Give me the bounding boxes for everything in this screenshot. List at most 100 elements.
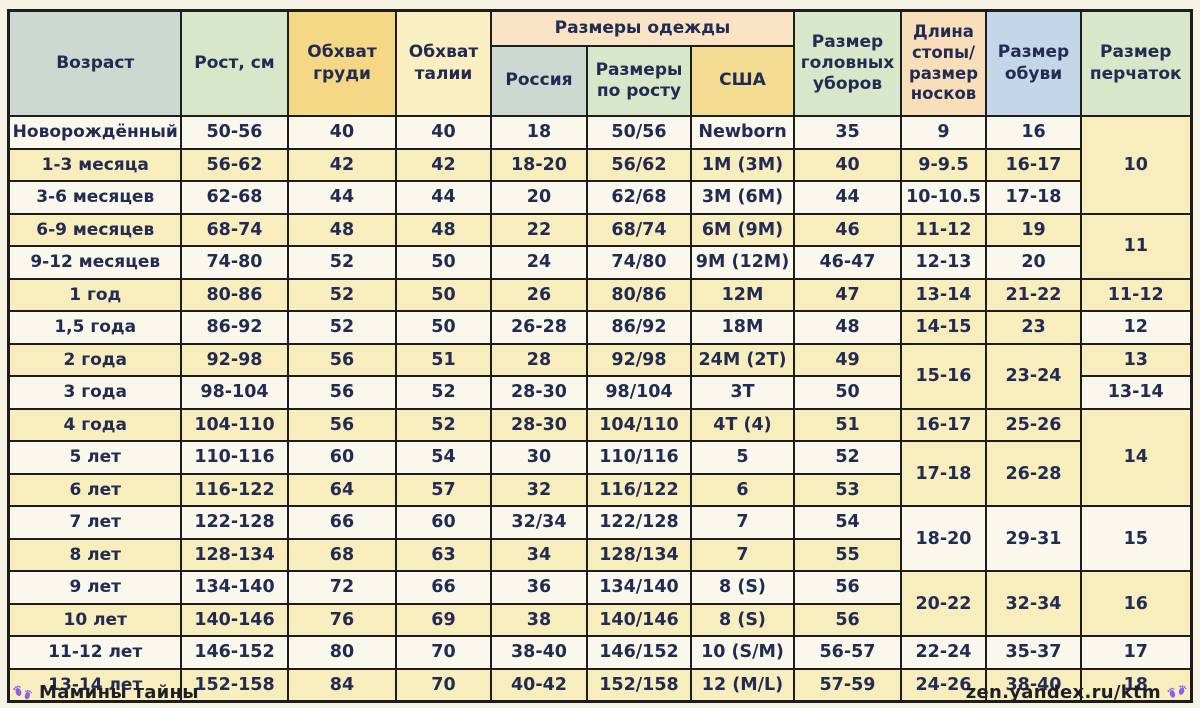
cell-age: 10 лет (7, 602, 182, 637)
cell-chest: 52 (286, 245, 397, 280)
cell-size-by-height: 74/80 (585, 245, 692, 280)
cell-foot: 17-18 (900, 440, 987, 507)
cell-size-by-height: 122/128 (585, 505, 692, 540)
cell-size-russia: 36 (489, 570, 588, 605)
cell-age: 6-9 месяцев (7, 212, 182, 247)
cell-hat: 35 (793, 115, 902, 150)
site-url-label: zen.yandex.ru/ktm (965, 681, 1161, 703)
cell-age: 9 лет (7, 570, 182, 605)
cell-shoe: 17-18 (985, 180, 1082, 215)
cell-size-usa: 4T (4) (689, 407, 796, 442)
cell-size-russia: 32/34 (489, 505, 588, 540)
cell-size-russia: 30 (489, 440, 588, 475)
cell-height: 104-110 (179, 407, 289, 442)
cell-size-by-height: 50/56 (585, 115, 692, 150)
table-row: 1 год 80-86 52 50 26 80/86 12M 47 13-14 … (7, 277, 1192, 312)
cell-age: Новорождённый (7, 115, 182, 150)
cell-chest: 56 (286, 407, 397, 442)
cell-age: 2 года (7, 342, 182, 377)
cell-size-by-height: 146/152 (585, 635, 692, 670)
cell-shoe: 35-37 (985, 635, 1082, 670)
cell-size-by-height: 56/62 (585, 147, 692, 182)
cell-size-usa: 1M (3M) (689, 147, 796, 182)
cell-size-russia: 34 (489, 537, 588, 572)
cell-waist: 60 (394, 505, 492, 540)
cell-shoe: 19 (985, 212, 1082, 247)
table-header: Возраст Рост, см Обхват груди Обхват тал… (7, 9, 1192, 117)
cell-glove: 15 (1080, 505, 1192, 572)
cell-age: 6 лет (7, 472, 182, 507)
cell-size-by-height: 80/86 (585, 277, 692, 312)
cell-glove: 11-12 (1080, 277, 1192, 312)
header-chest: Обхват груди (286, 9, 397, 117)
cell-size-russia: 28 (489, 342, 588, 377)
cell-glove: 13-14 (1080, 375, 1192, 410)
cell-size-russia: 38 (489, 602, 588, 637)
cell-foot: 20-22 (900, 570, 987, 637)
cell-shoe: 16-17 (985, 147, 1082, 182)
header-height: Рост, см (179, 9, 289, 117)
cell-hat: 53 (793, 472, 902, 507)
cell-waist: 70 (394, 635, 492, 670)
cell-foot: 22-24 (900, 635, 987, 670)
cell-size-usa: 6M (9M) (689, 212, 796, 247)
cell-shoe: 29-31 (985, 505, 1082, 572)
table-row: 7 лет 122-128 66 60 32/34 122/128 7 54 1… (7, 505, 1192, 572)
table-row: 4 года 104-110 56 52 28-30 104/110 4T (4… (7, 407, 1192, 507)
table-row: 6 лет 116-122 64 57 32 116/122 6 53 (7, 472, 1191, 507)
cell-glove: 11 (1080, 212, 1192, 280)
cell-age: 5 лет (7, 440, 182, 475)
size-table: Возраст Рост, см Обхват груди Обхват тал… (7, 9, 1193, 703)
cell-height: 68-74 (179, 212, 289, 247)
cell-size-by-height: 128/134 (585, 537, 692, 572)
header-shoe-size: Размер обуви (985, 9, 1082, 117)
cell-glove: 16 (1080, 570, 1192, 637)
header-hat-size: Размер головных уборов (793, 9, 902, 117)
cell-shoe: 23 (985, 310, 1082, 345)
header-foot-sock-size: Длина стопы/ размер носков (900, 9, 987, 117)
cell-hat: 54 (793, 505, 902, 540)
cell-size-russia: 38-40 (489, 635, 588, 670)
cell-size-by-height: 110/116 (585, 440, 692, 475)
cell-waist: 57 (394, 472, 492, 507)
cell-size-usa: 24M (2T) (689, 342, 796, 377)
cell-size-usa: 6 (689, 472, 796, 507)
cell-glove: 12 (1080, 310, 1192, 345)
cell-age: 7 лет (7, 505, 182, 540)
cell-chest: 42 (286, 147, 397, 182)
cell-chest: 84 (286, 667, 397, 703)
cell-foot: 10-10.5 (900, 180, 987, 215)
cell-chest: 52 (286, 277, 397, 312)
cell-hat: 46 (793, 212, 902, 247)
cell-size-usa: 10 (S/M) (689, 635, 796, 670)
cell-chest: 52 (286, 310, 397, 345)
cell-chest: 60 (286, 440, 397, 475)
cell-shoe: 32-34 (985, 570, 1082, 637)
cell-size-by-height: 62/68 (585, 180, 692, 215)
cell-size-russia: 28-30 (489, 375, 588, 410)
table-row: 11-12 лет 146-152 80 70 38-40 146/152 10… (7, 635, 1192, 670)
cell-hat: 49 (793, 342, 902, 377)
cell-size-by-height: 116/122 (585, 472, 692, 507)
cell-age: 9-12 месяцев (7, 245, 182, 280)
header-glove-size: Размер перчаток (1080, 9, 1192, 117)
cell-foot: 18-20 (900, 505, 987, 572)
cell-size-usa: 3T (689, 375, 796, 410)
cell-hat: 57-59 (793, 667, 902, 703)
cell-height: 146-152 (179, 635, 289, 670)
cell-height: 62-68 (179, 180, 289, 215)
cell-height: 116-122 (179, 472, 289, 507)
table-row: 8 лет 128-134 68 63 34 128/134 7 55 (7, 537, 1191, 572)
cell-waist: 50 (394, 245, 492, 280)
cell-chest: 72 (286, 570, 397, 605)
cell-hat: 48 (793, 310, 902, 345)
table-row: 9-12 месяцев 74-80 52 50 24 74/80 9M (12… (7, 245, 1191, 280)
cell-shoe: 26-28 (985, 440, 1082, 507)
cell-height: 50-56 (179, 115, 289, 150)
cell-hat: 56 (793, 602, 902, 637)
cell-chest: 48 (286, 212, 397, 247)
cell-glove: 17 (1080, 635, 1192, 670)
cell-shoe: 21-22 (985, 277, 1082, 312)
cell-size-by-height: 140/146 (585, 602, 692, 637)
page: Возраст Рост, см Обхват груди Обхват тал… (0, 9, 1200, 708)
